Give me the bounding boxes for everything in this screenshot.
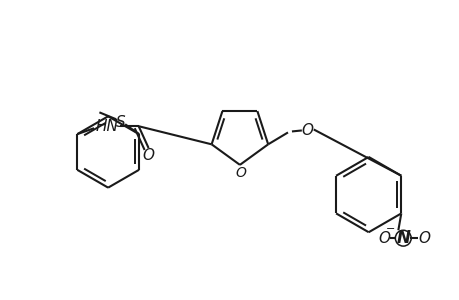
- Text: −: −: [385, 224, 394, 234]
- Text: O: O: [235, 166, 246, 180]
- Text: HN: HN: [95, 119, 118, 134]
- Text: O: O: [301, 123, 313, 138]
- Text: N: N: [396, 229, 409, 247]
- Text: S: S: [116, 115, 126, 130]
- Text: O: O: [378, 231, 390, 246]
- Text: O: O: [417, 231, 429, 246]
- Text: O: O: [142, 148, 154, 164]
